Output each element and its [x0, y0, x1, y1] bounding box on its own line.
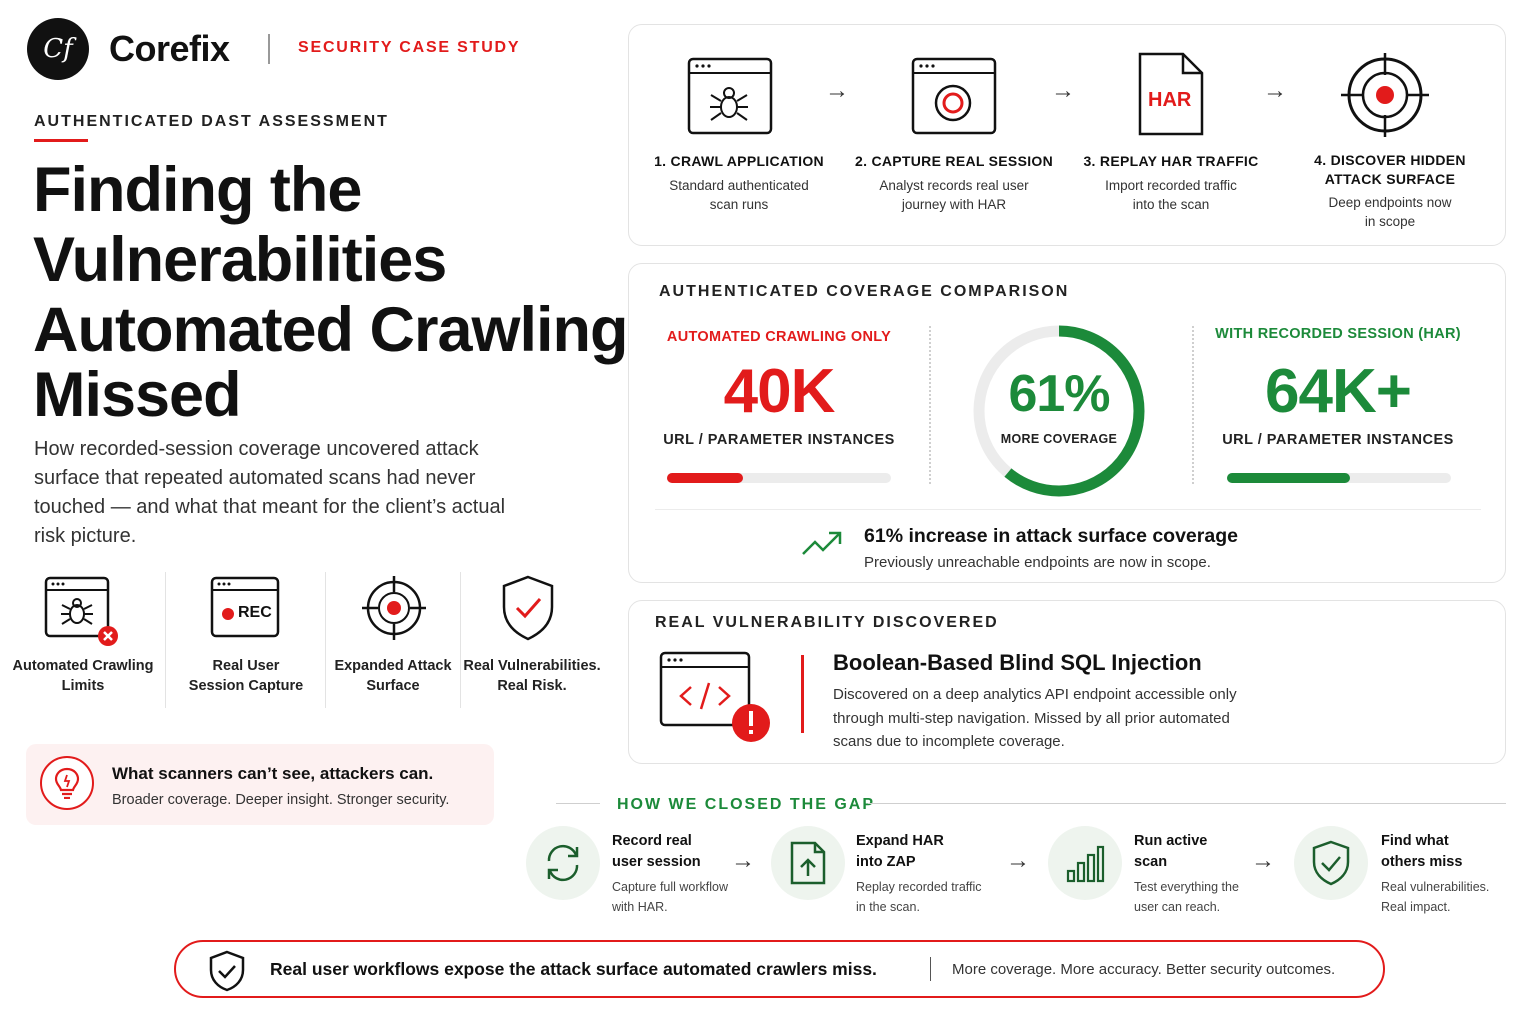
hero-eyebrow: AUTHENTICATED DAST ASSESSMENT — [34, 113, 389, 130]
tagline: SECURITY CASE STUDY — [298, 39, 521, 56]
shield-check-icon — [1294, 826, 1368, 900]
vuln-card: REAL VULNERABILITY DISCOVERED Boolean-Ba… — [628, 600, 1506, 764]
coverage-center-value: 61% — [1008, 365, 1110, 423]
shield-check-icon — [502, 575, 554, 646]
footer-secondary: More coverage. More accuracy. Better sec… — [952, 961, 1336, 978]
vuln-title: Boolean-Based Blind SQL Injection — [833, 650, 1202, 675]
coverage-insight-title: 61% increase in attack surface coverage — [864, 525, 1238, 547]
gap-step-4-desc: Real vulnerabilities. Real impact. — [1381, 880, 1490, 914]
process-step-2-desc: Analyst records real user journey with H… — [879, 178, 1029, 212]
coverage-right-bar — [1227, 473, 1451, 483]
arrow-right-icon: → — [1251, 847, 1275, 874]
rec-browser-icon: REC — [210, 576, 282, 645]
hero-title-line1: Finding the — [33, 155, 362, 225]
gap-line-right — [868, 803, 1506, 804]
process-step-1-title: 1. CRAWL APPLICATION — [654, 153, 824, 169]
coverage-left-unit: URL / PARAMETER INSTANCES — [663, 432, 895, 448]
gap-line-left — [556, 803, 600, 804]
feature-divider — [325, 572, 326, 708]
refresh-icon — [526, 826, 600, 900]
coverage-left-label: AUTOMATED CRAWLING ONLY — [666, 329, 892, 345]
header-divider — [268, 34, 270, 64]
spider-browser-icon — [687, 57, 775, 142]
coverage-right-unit: URL / PARAMETER INSTANCES — [1222, 432, 1454, 448]
feature-label-risk: Real Vulnerabilities. Real Risk. — [463, 658, 601, 694]
coverage-insight-subtitle: Previously unreachable endpoints are now… — [864, 554, 1211, 571]
coverage-title: AUTHENTICATED COVERAGE COMPARISON — [659, 283, 1070, 300]
process-step-2-title: 2. CAPTURE REAL SESSION — [854, 153, 1053, 169]
vuln-description: Discovered on a deep analytics API endpo… — [833, 686, 1237, 750]
process-step-3-title: 3. REPLAY HAR TRAFFIC — [1083, 153, 1259, 169]
trend-up-icon — [801, 528, 845, 563]
rec-label: REC — [238, 604, 272, 621]
gap-step-3-title: Run active scan — [1134, 833, 1208, 870]
coverage-divider — [1192, 326, 1194, 484]
gap-step-2-title: Expand HAR into ZAP — [856, 833, 944, 870]
gap-step-2-desc: Replay recorded traffic in the scan. — [856, 880, 982, 914]
target-icon — [362, 574, 426, 647]
feature-label-session: Real User Session Capture — [188, 658, 304, 694]
brand-name: Corefix — [109, 28, 230, 69]
har-label: HAR — [1148, 89, 1192, 111]
record-browser-icon — [911, 57, 999, 142]
arrow-right-icon: → — [731, 847, 755, 874]
lightbulb-icon — [40, 756, 94, 810]
coverage-left-value: 40K — [723, 357, 836, 426]
footer-banner: Real user workflows expose the attack su… — [174, 940, 1385, 998]
brand-logo: Cf — [27, 18, 89, 80]
coverage-hr — [655, 509, 1481, 510]
footer-main: Real user workflows expose the attack su… — [270, 959, 877, 979]
code-warning-icon — [659, 651, 775, 752]
process-step-3-desc: Import recorded traffic into the scan — [1105, 178, 1237, 212]
feature-label-crawling: Automated Crawling Limits — [12, 658, 154, 694]
hero-lead: How recorded-session coverage uncovered … — [34, 438, 506, 547]
eyebrow-underline — [34, 139, 88, 142]
coverage-ring: 61% MORE COVERAGE — [969, 316, 1149, 506]
process-step-4-title: 4. DISCOVER HIDDEN ATTACK SURFACE — [1314, 152, 1466, 187]
process-step-1-desc: Standard authenticated scan runs — [669, 178, 809, 212]
process-card: 1. CRAWL APPLICATION Standard authentica… — [628, 24, 1506, 246]
coverage-center-label: MORE COVERAGE — [1000, 432, 1118, 446]
coverage-right-bar-fill — [1227, 473, 1351, 483]
arrow-right-icon: → — [1006, 847, 1030, 874]
coverage-right-label: WITH RECORDED SESSION (HAR) — [1215, 326, 1461, 342]
gap-title: HOW WE CLOSED THE GAP — [617, 796, 875, 813]
hero-title-line3: Automated Crawling — [33, 295, 629, 365]
gap-step-3-desc: Test everything the user can reach. — [1134, 880, 1239, 914]
spider-browser-icon — [44, 576, 124, 651]
callout-subtitle: Broader coverage. Deeper insight. Strong… — [112, 792, 450, 808]
callout-box: What scanners can’t see, attackers can. … — [26, 744, 494, 825]
target-icon — [1341, 53, 1429, 142]
feature-divider — [165, 572, 166, 708]
arrow-right-icon: → — [1263, 77, 1287, 104]
callout-title: What scanners can’t see, attackers can. — [112, 764, 434, 783]
vuln-section-title: REAL VULNERABILITY DISCOVERED — [655, 614, 999, 631]
arrow-right-icon: → — [825, 77, 849, 104]
hero-title-line4: Missed — [33, 360, 242, 430]
gap-step-1-desc: Capture full workflow with HAR. — [612, 880, 729, 914]
feature-row: Automated Crawling Limits REC Real User … — [0, 572, 601, 712]
vuln-accent-bar — [801, 655, 804, 733]
har-file-icon: HAR — [1137, 51, 1205, 142]
arrow-right-icon: → — [1051, 77, 1075, 104]
coverage-card: AUTHENTICATED COVERAGE COMPARISON AUTOMA… — [628, 263, 1506, 583]
gap-step-4-title: Find what others miss — [1381, 833, 1463, 870]
footer-divider — [930, 957, 931, 981]
upload-file-icon — [771, 826, 845, 900]
coverage-left-bar-fill — [667, 473, 744, 483]
coverage-divider — [929, 326, 931, 484]
coverage-left-bar — [667, 473, 891, 483]
logo-initials: Cf — [43, 34, 73, 64]
shield-check-icon — [208, 950, 246, 997]
bar-chart-icon — [1048, 826, 1122, 900]
coverage-right-value: 64K+ — [1265, 357, 1412, 426]
hero-title-highlight: Vulnerabilities — [33, 225, 447, 295]
feature-label-surface: Expanded Attack Surface — [334, 658, 452, 694]
feature-divider — [460, 572, 461, 708]
process-step-4-desc: Deep endpoints now in scope — [1328, 195, 1452, 229]
gap-step-1-title: Record real user session — [612, 833, 701, 870]
ring-progress — [973, 325, 1145, 497]
